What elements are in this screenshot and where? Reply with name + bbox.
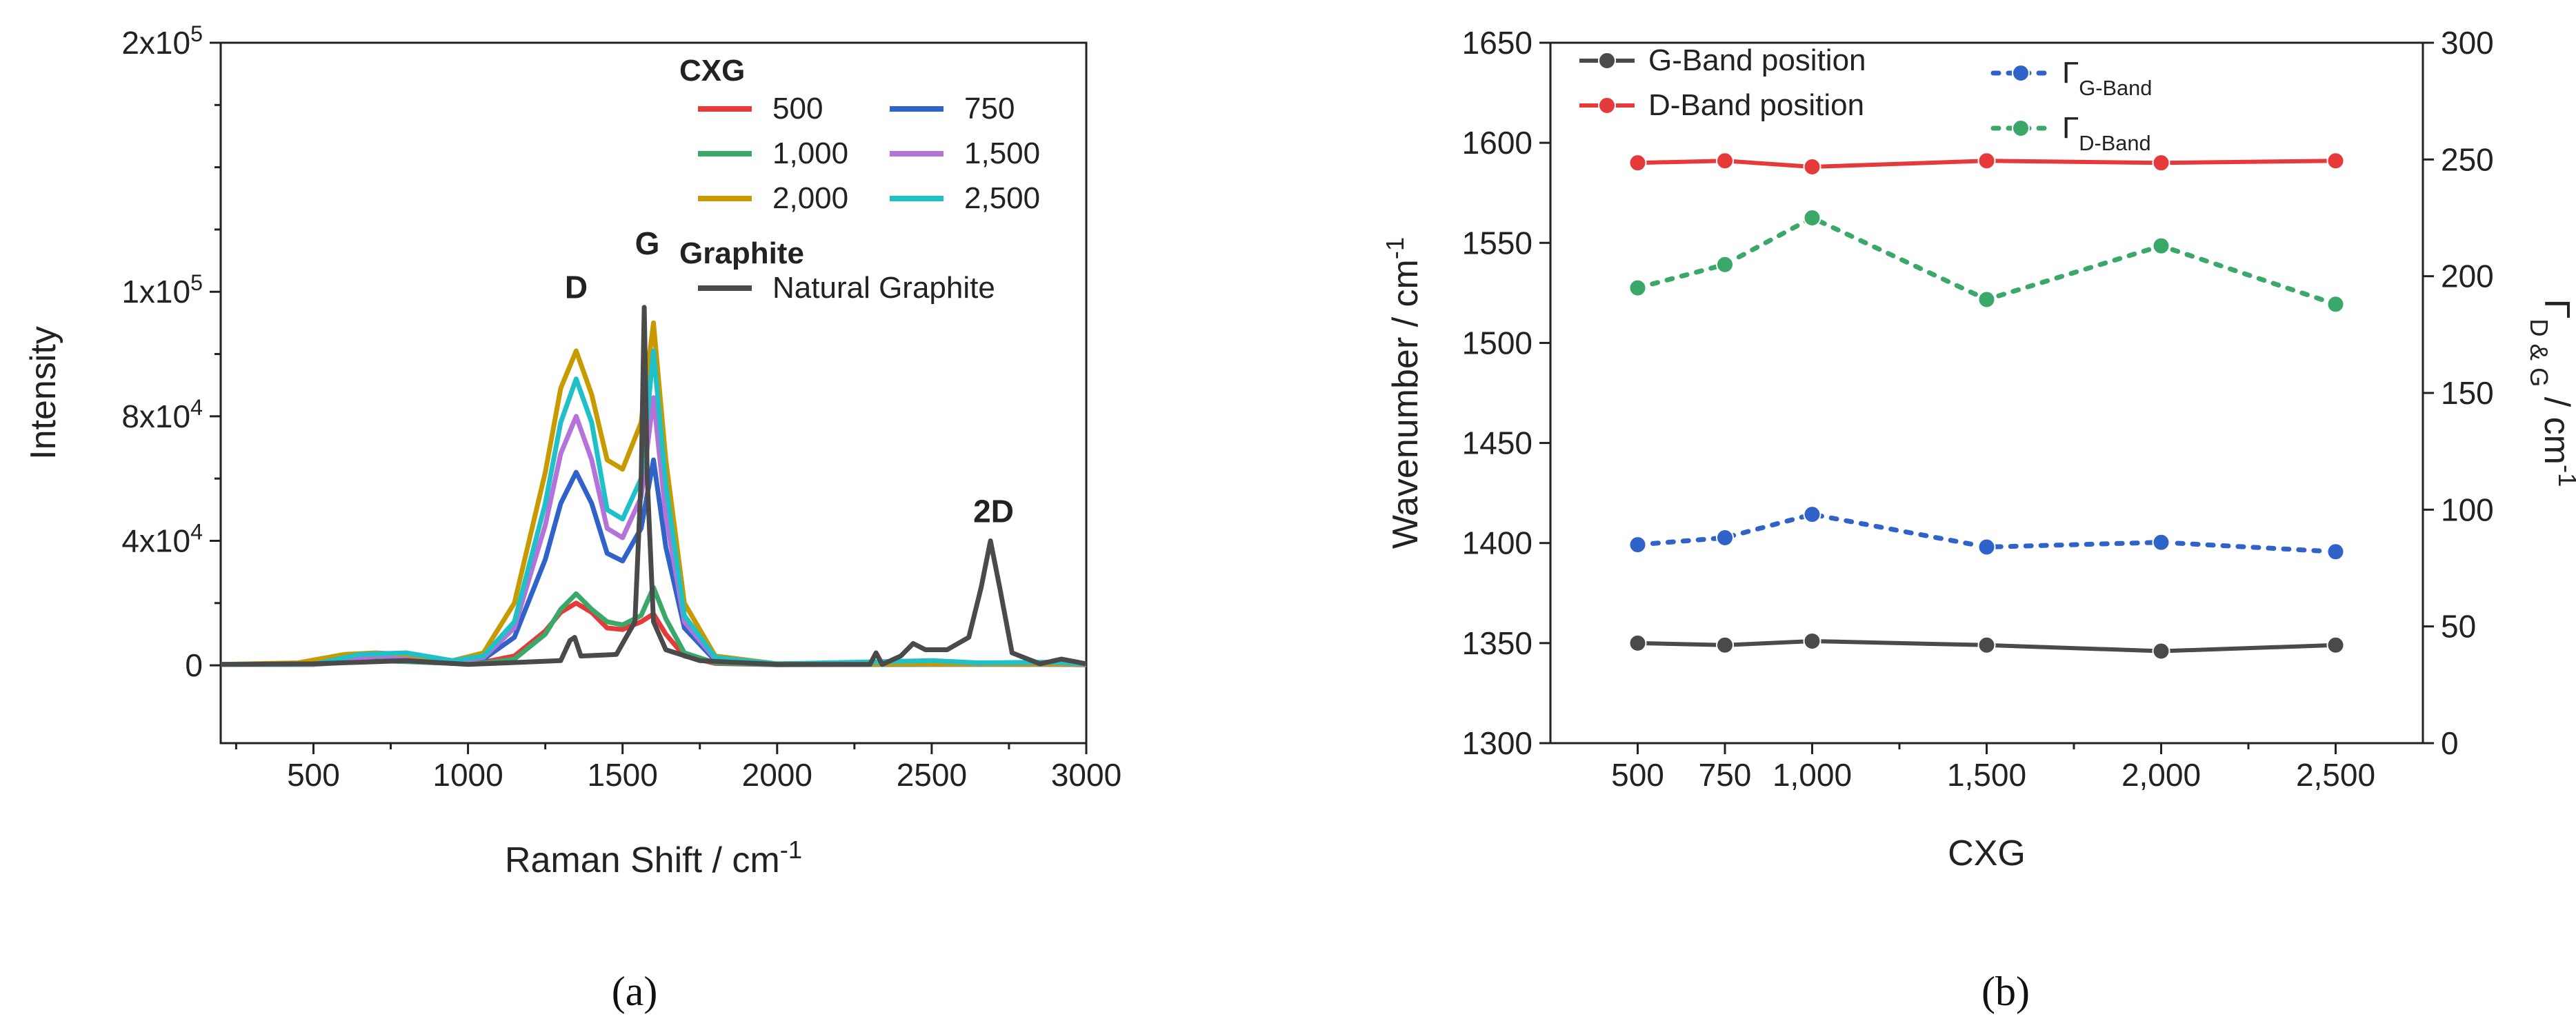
y-tick-label-b: 1300 — [1462, 725, 1532, 761]
x-tick-label-a: 500 — [287, 757, 340, 793]
panel-label-b: (b) — [1981, 969, 2030, 1014]
y-tick-label-b: 1500 — [1462, 325, 1532, 361]
x-tick-label-b: 500 — [1611, 757, 1664, 793]
legend-marker-b-1 — [1598, 97, 1616, 114]
series-marker-b-1 — [2326, 152, 2345, 170]
legend-marker-b-0 — [1598, 52, 1616, 70]
series-marker-b-0 — [2326, 636, 2345, 654]
x-tick-label-a: 2500 — [897, 757, 967, 793]
y2-tick-label-b: 50 — [2441, 609, 2476, 645]
series-marker-b-2 — [2326, 543, 2345, 561]
peak-label-g: G — [635, 225, 660, 261]
x-tick-label-a: 3000 — [1051, 757, 1121, 793]
y-tick-label-b: 1650 — [1462, 25, 1532, 61]
series-marker-b-3 — [2326, 295, 2345, 314]
x-axis-label-b: CXG — [1948, 833, 2026, 873]
series-marker-b-0 — [1803, 631, 1821, 650]
y-tick-label-a: 2x105 — [121, 21, 203, 61]
series-marker-b-2 — [1803, 505, 1821, 524]
series-marker-b-2 — [1628, 536, 1647, 554]
x-tick-label-b: 2,500 — [2296, 757, 2375, 793]
x-tick-label-b: 750 — [1699, 757, 1752, 793]
series-line-b-1 — [1637, 159, 2336, 169]
y-tick-label-b: 1550 — [1462, 225, 1532, 261]
legend-label-natural-graphite: Natural Graphite — [772, 271, 995, 305]
series-marker-b-0 — [1716, 636, 1734, 654]
y-tick-label-b: 1350 — [1462, 625, 1532, 661]
plot-frame-a — [219, 41, 1088, 745]
series-marker-b-3 — [2152, 236, 2170, 255]
peak-label-2d: 2D — [973, 493, 1014, 529]
series-marker-b-1 — [1977, 152, 1996, 170]
y-tick-label-a: 8x104 — [121, 395, 203, 434]
legend-title-cxg: CXG — [679, 54, 745, 88]
series-marker-b-0 — [1628, 634, 1647, 652]
legend-label-500: 500 — [772, 92, 823, 125]
series-marker-b-1 — [1716, 152, 1734, 170]
y-tick-label-b: 1450 — [1462, 425, 1532, 461]
series-marker-b-2 — [2152, 533, 2170, 552]
series-marker-b-1 — [1803, 157, 1821, 176]
y2-tick-label-b: 100 — [2441, 492, 2494, 527]
series-marker-b-2 — [1716, 528, 1734, 547]
y2-tick-label-b: 250 — [2441, 141, 2494, 177]
peak-label-d: D — [565, 269, 588, 305]
legend-label-b-1: D-Band position — [1648, 88, 1864, 122]
series-marker-b-3 — [1716, 255, 1734, 274]
series-marker-b-0 — [2152, 642, 2170, 660]
legend-marker-b-2 — [2012, 64, 2030, 82]
panel-label-a: (a) — [612, 969, 658, 1014]
y-tick-label-a: 4x104 — [121, 519, 203, 558]
y-tick-label-b: 1600 — [1462, 125, 1532, 161]
chart-b-band-positions: 500 750 1,000 1,500 2,000 2,50013001350140014… — [1381, 25, 2576, 873]
y-axis-label-b: Wavenumber / cm-1 — [1381, 237, 1426, 549]
x-tick-label-b: 1,500 — [1947, 757, 2026, 793]
legend-label-b-3: ΓD-Band — [2062, 111, 2151, 155]
legend-label-1000: 1,000 — [772, 136, 848, 170]
series-marker-b-3 — [1628, 279, 1647, 297]
y2-tick-label-b: 200 — [2441, 259, 2494, 294]
series-line-b-2 — [1635, 512, 2338, 554]
y-axis-label-a: Intensity — [23, 326, 63, 460]
y-tick-label-a: 1x105 — [121, 270, 203, 310]
x-tick-label-b: 2,000 — [2121, 757, 2201, 793]
legend-label-b-2: ΓG-Band — [2062, 56, 2152, 100]
series-marker-b-1 — [2152, 154, 2170, 172]
y-tick-label-a: 0 — [185, 647, 203, 683]
series-marker-b-0 — [1977, 636, 1996, 654]
legend-marker-b-3 — [2012, 119, 2030, 137]
chart-a-raman-spectra: 500 1000 1500 2000 2500 3000 0 4x104 8x104 1x105 2… — [23, 21, 1121, 880]
x-tick-label-a: 1500 — [588, 757, 658, 793]
series-line-natural-graphite — [220, 305, 1087, 667]
y2-tick-label-b: 300 — [2441, 25, 2494, 61]
y2-axis-label-b: ΓD & G / cm-1 — [2526, 299, 2576, 487]
legend-label-2000: 2,000 — [772, 181, 848, 215]
series-line-750 — [221, 457, 1087, 667]
series-marker-b-1 — [1628, 154, 1647, 172]
series-marker-b-2 — [1977, 538, 1996, 556]
legend-label-1500: 1,500 — [964, 136, 1040, 170]
series-line-b-0 — [1637, 639, 2336, 654]
series-marker-b-3 — [1977, 290, 1996, 309]
legend-title-graphite: Graphite — [679, 236, 804, 270]
x-tick-label-a: 2000 — [742, 757, 812, 793]
series-marker-b-3 — [1803, 209, 1821, 227]
x-tick-label-a: 1000 — [432, 757, 503, 793]
y2-tick-label-b: 150 — [2441, 375, 2494, 411]
x-tick-label-b: 1,000 — [1773, 757, 1852, 793]
series-line-b-3 — [1635, 215, 2338, 307]
y-tick-label-b: 1400 — [1462, 525, 1532, 561]
legend-label-750: 750 — [964, 92, 1015, 125]
y2-tick-label-b: 0 — [2441, 725, 2459, 761]
legend-label-2500: 2,500 — [964, 181, 1040, 215]
legend-label-b-0: G-Band position — [1648, 43, 1866, 77]
x-axis-label-a: Raman Shift / cm-1 — [505, 836, 802, 881]
